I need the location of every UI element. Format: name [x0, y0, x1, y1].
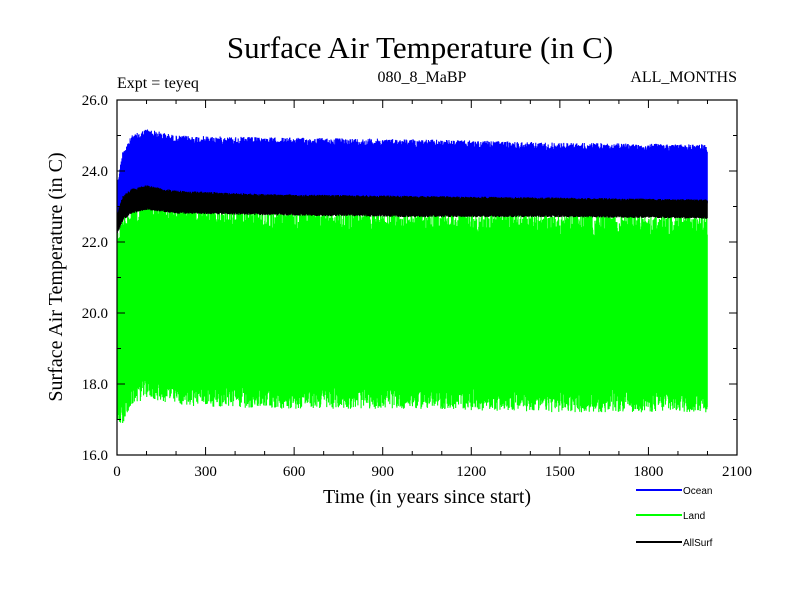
chart-title: Surface Air Temperature (in C): [227, 30, 613, 65]
y-tick-label: 18.0: [82, 377, 108, 393]
legend-label-allsurf: AllSurf: [683, 538, 713, 549]
y-axis-label: Surface Air Temperature (in C): [45, 152, 67, 401]
y-tick-label: 24.0: [82, 164, 108, 180]
y-tick-label: 20.0: [82, 306, 108, 322]
legend-label-ocean: Ocean: [683, 486, 712, 497]
x-tick-label: 0: [113, 464, 121, 480]
x-tick-label: 1200: [456, 464, 486, 480]
x-tick-label: 600: [283, 464, 306, 480]
run-label: 080_8_MaBP: [378, 69, 467, 86]
x-tick-label: 300: [194, 464, 217, 480]
x-axis-label: Time (in years since start): [323, 486, 531, 508]
legend: Ocean Land AllSurf: [636, 486, 713, 549]
y-tick-label: 26.0: [82, 93, 108, 109]
legend-label-land: Land: [683, 511, 705, 522]
ocean-series: [117, 129, 708, 223]
experiment-label: Expt = teyeq: [117, 75, 199, 92]
allsurf-series-line: [117, 185, 708, 234]
x-tick-label: 2100: [722, 464, 752, 480]
ocean-series-line: [117, 129, 708, 223]
data-layer: [117, 129, 708, 424]
y-tick-label: 22.0: [82, 235, 108, 251]
land-series-line: [117, 197, 708, 424]
months-label: ALL_MONTHS: [630, 69, 737, 86]
y-tick-label: 16.0: [82, 448, 108, 464]
x-tick-label: 900: [371, 464, 394, 480]
x-tick-label: 1800: [633, 464, 663, 480]
axis-ticks: 0 300 600 900 1200 1500 1800 2100 16.0 18.0 20.0 22…: [82, 93, 752, 480]
allsurf-series: [117, 185, 708, 234]
x-tick-label: 1500: [545, 464, 575, 480]
land-series: [117, 197, 708, 424]
